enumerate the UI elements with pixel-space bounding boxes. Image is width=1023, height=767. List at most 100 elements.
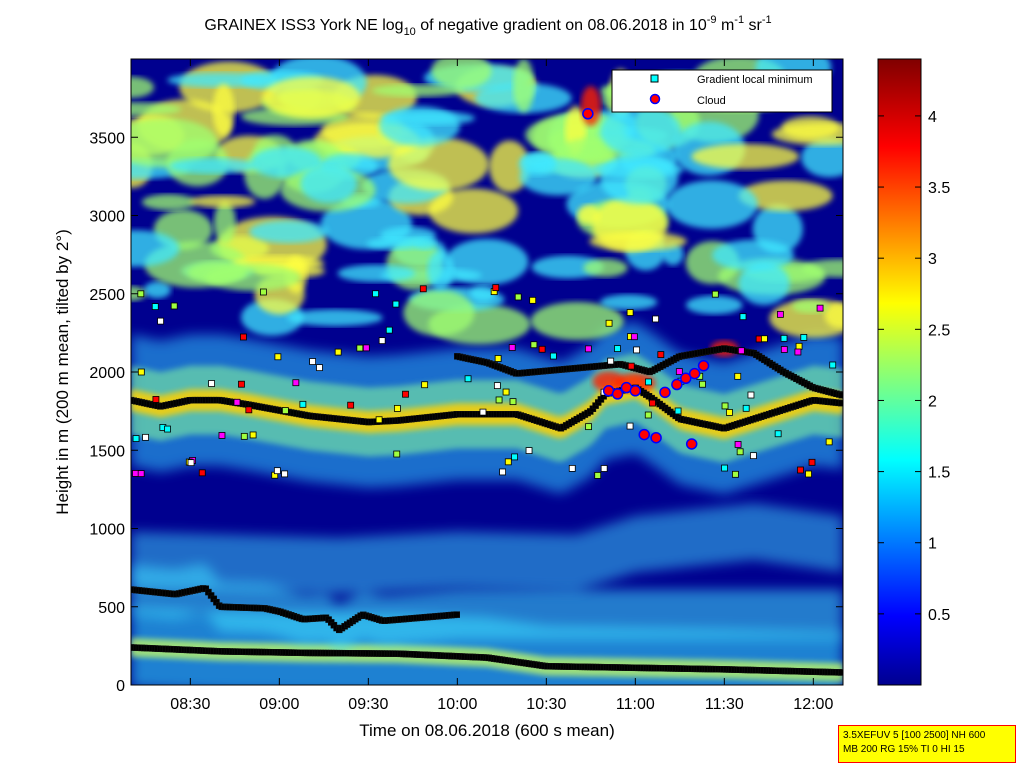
minimum-marker [726, 409, 733, 416]
aerosol-patch [168, 157, 257, 174]
y-axis-label: Height in m (200 m mean, tilted by 2°) [53, 229, 72, 515]
minimum-marker [151, 303, 159, 311]
minimum-marker [652, 315, 659, 323]
minimum-marker [614, 345, 621, 352]
aerosol-patch [371, 84, 464, 97]
aerosol-patch [131, 230, 180, 267]
aerosol-patch [250, 146, 322, 179]
cloud-marker [697, 359, 710, 372]
aerosol-patch [431, 59, 492, 89]
minimum-marker [249, 431, 257, 439]
minimum-marker [794, 348, 802, 356]
minimum-marker [259, 288, 267, 296]
minimum-marker [508, 344, 516, 351]
minimum-marker [281, 470, 289, 478]
aerosol-patch [287, 309, 383, 327]
minimum-marker [808, 458, 816, 466]
minimum-marker [825, 438, 833, 446]
colorbar: 0.5 1 1.5 2 2.5 3 3.5 4 [877, 58, 950, 686]
minimum-marker [721, 402, 729, 410]
cloud-marker [650, 431, 662, 444]
minimum-marker [699, 380, 706, 388]
minimum-marker [157, 317, 164, 325]
minimum-marker [734, 372, 742, 380]
title-subscript-10: 10 [404, 26, 416, 38]
minimum-marker [240, 333, 247, 341]
minimum-marker [675, 368, 683, 375]
aerosol-patch [381, 110, 476, 126]
aerosol-patch [141, 194, 196, 211]
minimum-marker [800, 334, 808, 341]
colorbar-tick-label: 1.5 [928, 465, 950, 482]
minimum-marker [607, 357, 615, 365]
aerosol-patch [685, 295, 743, 315]
aerosol-patch [712, 239, 794, 271]
minimum-marker [747, 391, 755, 399]
minimum-marker [795, 342, 803, 350]
y-tick-label: 1000 [89, 522, 125, 539]
title-part-3: m [717, 17, 735, 34]
minimum-marker [499, 468, 506, 476]
minimum-marker [585, 423, 592, 431]
minimum-marker [479, 408, 487, 416]
minimum-marker [273, 467, 281, 475]
heatmap-field [131, 59, 843, 685]
minimum-marker [511, 453, 519, 461]
minimum-marker [372, 290, 379, 298]
minimum-marker [549, 352, 557, 360]
y-tick-label: 2000 [89, 365, 125, 382]
title-part-2: of negative gradient on 08.06.2018 in 10 [416, 17, 707, 34]
minimum-marker [584, 345, 592, 353]
minimum-marker [393, 450, 401, 458]
minimum-marker [525, 447, 533, 454]
minimum-marker [378, 337, 386, 345]
aerosol-patch [513, 59, 535, 113]
haze-band [131, 503, 843, 595]
minimum-marker [334, 348, 342, 356]
aerosol-patch [583, 258, 628, 277]
minimum-marker [375, 416, 383, 424]
aerosol-patch [403, 289, 475, 337]
minimum-marker [509, 398, 517, 406]
aerosol-patch [489, 140, 531, 193]
minimum-marker [142, 433, 149, 441]
cloud-marker [638, 428, 650, 441]
aerosol-patch [427, 250, 454, 291]
minimum-marker [132, 435, 140, 442]
minimum-marker [347, 401, 355, 409]
aerosol-patch [600, 106, 682, 157]
y-tick-label: 0 [116, 678, 125, 695]
minimum-marker [605, 319, 613, 327]
minimum-marker [362, 344, 370, 352]
minimum-marker [816, 304, 824, 312]
minimum-marker [137, 368, 145, 376]
minimum-marker [538, 345, 546, 353]
minimum-marker [240, 432, 248, 440]
legend-marker-minimum [650, 74, 659, 83]
minimum-marker [750, 452, 757, 460]
minimum-marker [529, 296, 537, 304]
minimum-marker [292, 379, 300, 387]
minimum-marker [233, 398, 241, 406]
y-axis: 0 500 1000 1500 2000 2500 3000 3500 [89, 130, 843, 695]
aerosol-patch [212, 83, 235, 137]
x-tick-label: 11:00 [616, 696, 655, 713]
aerosol-patch [577, 204, 601, 225]
colorbar-tick-label: 2.5 [928, 322, 950, 339]
aerosol-patch [213, 201, 236, 244]
aerosol-patch [131, 76, 155, 98]
x-tick-label: 12:00 [793, 696, 833, 713]
minimum-marker [644, 411, 652, 419]
minimum-marker [502, 388, 510, 396]
minimum-marker [385, 326, 393, 334]
title-part-4: sr [744, 17, 762, 34]
minimum-marker [780, 334, 788, 342]
minimum-marker [187, 459, 195, 467]
x-tick-label: 10:00 [437, 696, 477, 713]
colorbar-tick-label: 3.5 [928, 180, 950, 197]
aerosol-patch [205, 264, 301, 291]
x-axis-label: Time on 08.06.2018 (600 s mean) [359, 721, 614, 740]
legend: Gradient local minimum Cloud [611, 69, 833, 113]
minimum-marker [504, 458, 512, 466]
aerosol-patch [801, 137, 843, 178]
